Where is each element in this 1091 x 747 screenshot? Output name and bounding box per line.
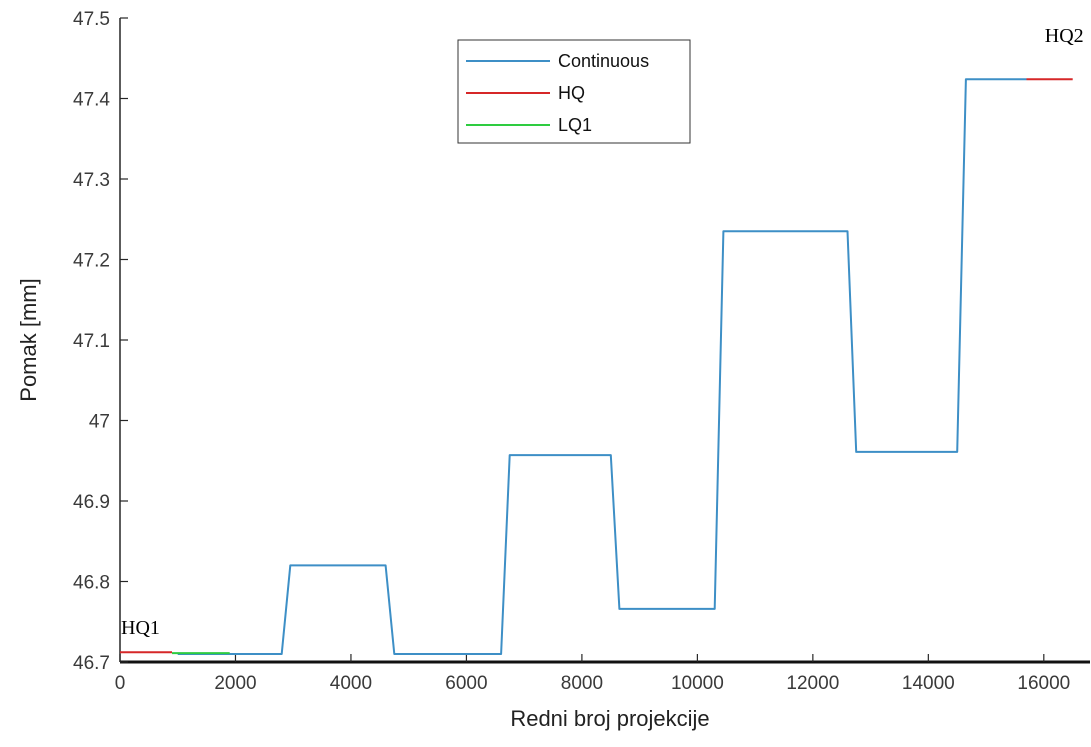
x-tick-label: 4000 <box>330 673 372 694</box>
y-tick-label: 46.9 <box>73 492 110 513</box>
x-tick-label: 10000 <box>671 673 724 694</box>
legend: Continuous HQ LQ1 <box>457 39 691 144</box>
y-tick-label: 47.5 <box>73 9 110 30</box>
annotation-hq1: HQ1 <box>121 617 160 639</box>
series-line-continuous <box>177 78 1027 655</box>
annotation-hq2: HQ2 <box>1045 25 1084 47</box>
x-tick-label: 6000 <box>445 673 487 694</box>
y-tick-label: 47.2 <box>73 251 110 272</box>
tick-labels: 46.7 46.8 46.9 47 47.1 47.2 47.3 47.4 47.5 0 2000 4… <box>73 9 1070 694</box>
x-tick-label: 8000 <box>561 673 603 694</box>
series-lines <box>120 78 1073 655</box>
x-axis-label: Redni broj projekcije <box>510 706 709 731</box>
y-tick-label: 46.8 <box>73 573 110 594</box>
y-tick-label: 47.1 <box>73 331 110 352</box>
y-axis-label: Pomak [mm] <box>16 278 41 401</box>
annotations: HQ1 HQ2 <box>121 25 1084 639</box>
y-tick-label: 47 <box>89 412 110 433</box>
y-tick-label: 46.7 <box>73 653 110 674</box>
x-tick-label: 16000 <box>1017 673 1070 694</box>
legend-label-continuous: Continuous <box>558 51 649 71</box>
x-tick-label: 12000 <box>786 673 839 694</box>
x-tick-label: 0 <box>115 673 126 694</box>
x-tick-label: 14000 <box>902 673 955 694</box>
y-tick-label: 47.3 <box>73 170 110 191</box>
legend-label-hq: HQ <box>558 83 585 103</box>
x-tick-label: 2000 <box>214 673 256 694</box>
legend-label-lq1: LQ1 <box>558 115 592 135</box>
y-tick-label: 47.4 <box>73 90 110 111</box>
